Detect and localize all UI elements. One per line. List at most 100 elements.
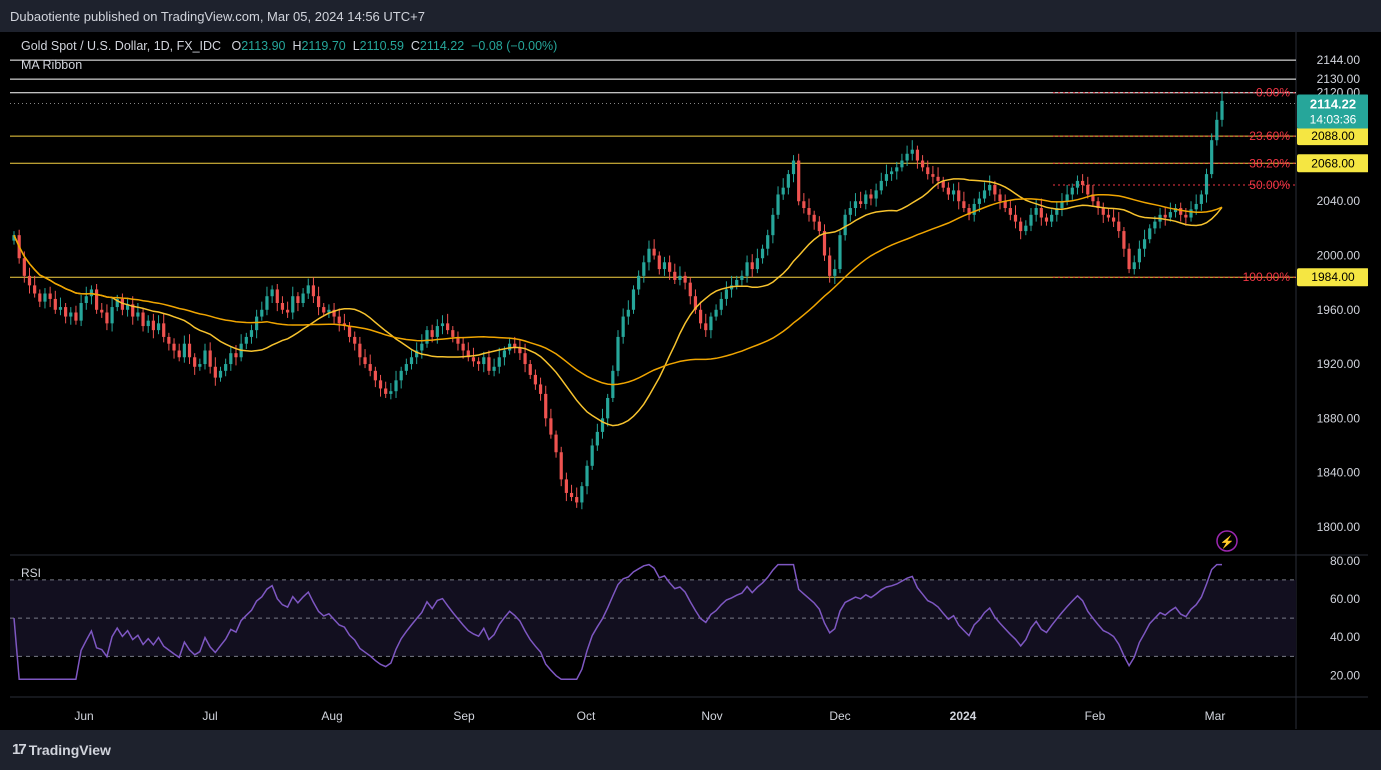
rsi-legend[interactable]: RSI bbox=[21, 566, 42, 580]
candle-body-172 bbox=[900, 160, 904, 168]
candle-body-166 bbox=[869, 194, 873, 199]
candle-body-228 bbox=[1189, 209, 1193, 218]
candle-body-121 bbox=[637, 275, 641, 290]
candle-body-95 bbox=[502, 350, 507, 358]
candle-body-109 bbox=[575, 497, 579, 503]
candle-body-74 bbox=[394, 380, 398, 392]
candle-body-0 bbox=[12, 235, 16, 241]
candle-body-2 bbox=[22, 258, 26, 276]
candle-body-202 bbox=[1055, 208, 1059, 215]
candle-body-57 bbox=[306, 285, 310, 294]
candle-body-73 bbox=[389, 391, 393, 394]
candle-body-205 bbox=[1070, 187, 1074, 195]
candle-body-50 bbox=[270, 289, 274, 297]
candle-body-103 bbox=[544, 393, 548, 419]
top-bar: Dubaotiente published on TradingView.com… bbox=[0, 0, 1381, 32]
candle-body-92 bbox=[487, 357, 491, 371]
candle-body-186 bbox=[972, 203, 976, 215]
open-label: O bbox=[231, 39, 242, 53]
candle-body-175 bbox=[915, 149, 920, 161]
time-tick-6: Dec bbox=[829, 709, 850, 723]
candle-body-49 bbox=[265, 296, 269, 310]
candle-body-31 bbox=[172, 343, 176, 351]
candle-body-229 bbox=[1194, 203, 1198, 210]
candle-body-112 bbox=[590, 445, 594, 466]
candle-body-108 bbox=[569, 492, 574, 498]
close-label: C bbox=[410, 39, 420, 53]
rsi-tick-3: 20.00 bbox=[1330, 668, 1360, 682]
candle-body-191 bbox=[998, 194, 1002, 202]
candle-body-211 bbox=[1101, 208, 1105, 215]
price-tick-7: 1880.00 bbox=[1317, 411, 1361, 425]
candle-body-18 bbox=[105, 312, 109, 324]
candle-body-51 bbox=[275, 289, 279, 303]
time-tick-7: 2024 bbox=[950, 709, 977, 723]
candle-body-126 bbox=[662, 262, 667, 270]
ma-fast-line bbox=[13, 178, 1223, 427]
candle-body-21 bbox=[120, 298, 125, 310]
candle-body-110 bbox=[580, 486, 584, 503]
candle-body-130 bbox=[683, 275, 687, 283]
candle-body-182 bbox=[951, 190, 956, 195]
high-label: H bbox=[292, 39, 302, 53]
price-tick-4: 2000.00 bbox=[1317, 249, 1361, 263]
chart-canvas[interactable]: 0.00% 23.60% 38.20% 50.00% 100.00% 2144.00 213… bbox=[10, 32, 1368, 729]
candle-body-147 bbox=[771, 214, 775, 236]
candle-body-8 bbox=[53, 298, 57, 310]
candle-body-105 bbox=[554, 434, 558, 453]
rsi-tick-1: 60.00 bbox=[1330, 592, 1360, 606]
candle-body-114 bbox=[600, 418, 605, 432]
candle-body-28 bbox=[156, 323, 161, 331]
level-tag-5-bg bbox=[1297, 268, 1368, 287]
candle-body-69 bbox=[368, 364, 372, 371]
candle-body-78 bbox=[415, 350, 419, 358]
candle-body-183 bbox=[957, 190, 961, 202]
candle-body-100 bbox=[528, 364, 532, 375]
candle-body-59 bbox=[316, 296, 321, 308]
tradingview-mark-icon: 17 bbox=[12, 741, 27, 758]
open-value: 2113.90 bbox=[241, 39, 286, 53]
tradingview-logo[interactable]: 17 TradingView bbox=[12, 741, 111, 758]
candle-body-55 bbox=[296, 296, 300, 303]
candle-body-149 bbox=[781, 187, 785, 195]
candle-body-210 bbox=[1096, 201, 1100, 209]
candle-body-150 bbox=[786, 174, 790, 188]
rsi-tick-0: 80.00 bbox=[1330, 554, 1360, 568]
candle-body-128 bbox=[673, 271, 677, 280]
candle-body-40 bbox=[218, 370, 223, 378]
candle-body-88 bbox=[466, 350, 470, 358]
candle-body-144 bbox=[755, 258, 759, 270]
candle-body-140 bbox=[735, 279, 739, 286]
candle-body-96 bbox=[507, 343, 512, 351]
candle-body-124 bbox=[652, 248, 656, 256]
candle-body-216 bbox=[1127, 248, 1131, 270]
candle-body-227 bbox=[1184, 214, 1188, 218]
fib-label-0: 0.00% bbox=[1256, 86, 1290, 100]
close-value: 2114.22 bbox=[419, 39, 465, 53]
candle-body-93 bbox=[492, 366, 496, 371]
candle-body-102 bbox=[538, 384, 543, 394]
candle-body-11 bbox=[69, 312, 73, 317]
candle-body-162 bbox=[848, 208, 852, 215]
candle-body-117 bbox=[616, 336, 620, 371]
candle-body-66 bbox=[353, 336, 357, 344]
indicator-legend[interactable]: MA Ribbon bbox=[21, 58, 83, 72]
candle-body-231 bbox=[1204, 174, 1209, 195]
candle-body-67 bbox=[358, 343, 362, 358]
candle-body-185 bbox=[967, 208, 971, 215]
low-label: L bbox=[352, 39, 360, 53]
candle-body-118 bbox=[621, 316, 625, 337]
candle-body-138 bbox=[724, 289, 729, 299]
price-tick-6: 1920.00 bbox=[1317, 357, 1361, 371]
candle-body-232 bbox=[1210, 140, 1214, 175]
candle-body-65 bbox=[347, 326, 352, 337]
candle-body-35 bbox=[193, 357, 197, 367]
candle-body-146 bbox=[766, 235, 770, 249]
chart-frame[interactable]: 0.00% 23.60% 38.20% 50.00% 100.00% 2144.00 213… bbox=[10, 32, 1368, 729]
candle-body-192 bbox=[1003, 201, 1007, 209]
level-tag-4: 2068.00 bbox=[1311, 156, 1355, 170]
candle-body-143 bbox=[750, 262, 754, 270]
candle-body-122 bbox=[642, 262, 646, 276]
candle-body-189 bbox=[988, 184, 992, 191]
candle-body-14 bbox=[84, 296, 88, 303]
